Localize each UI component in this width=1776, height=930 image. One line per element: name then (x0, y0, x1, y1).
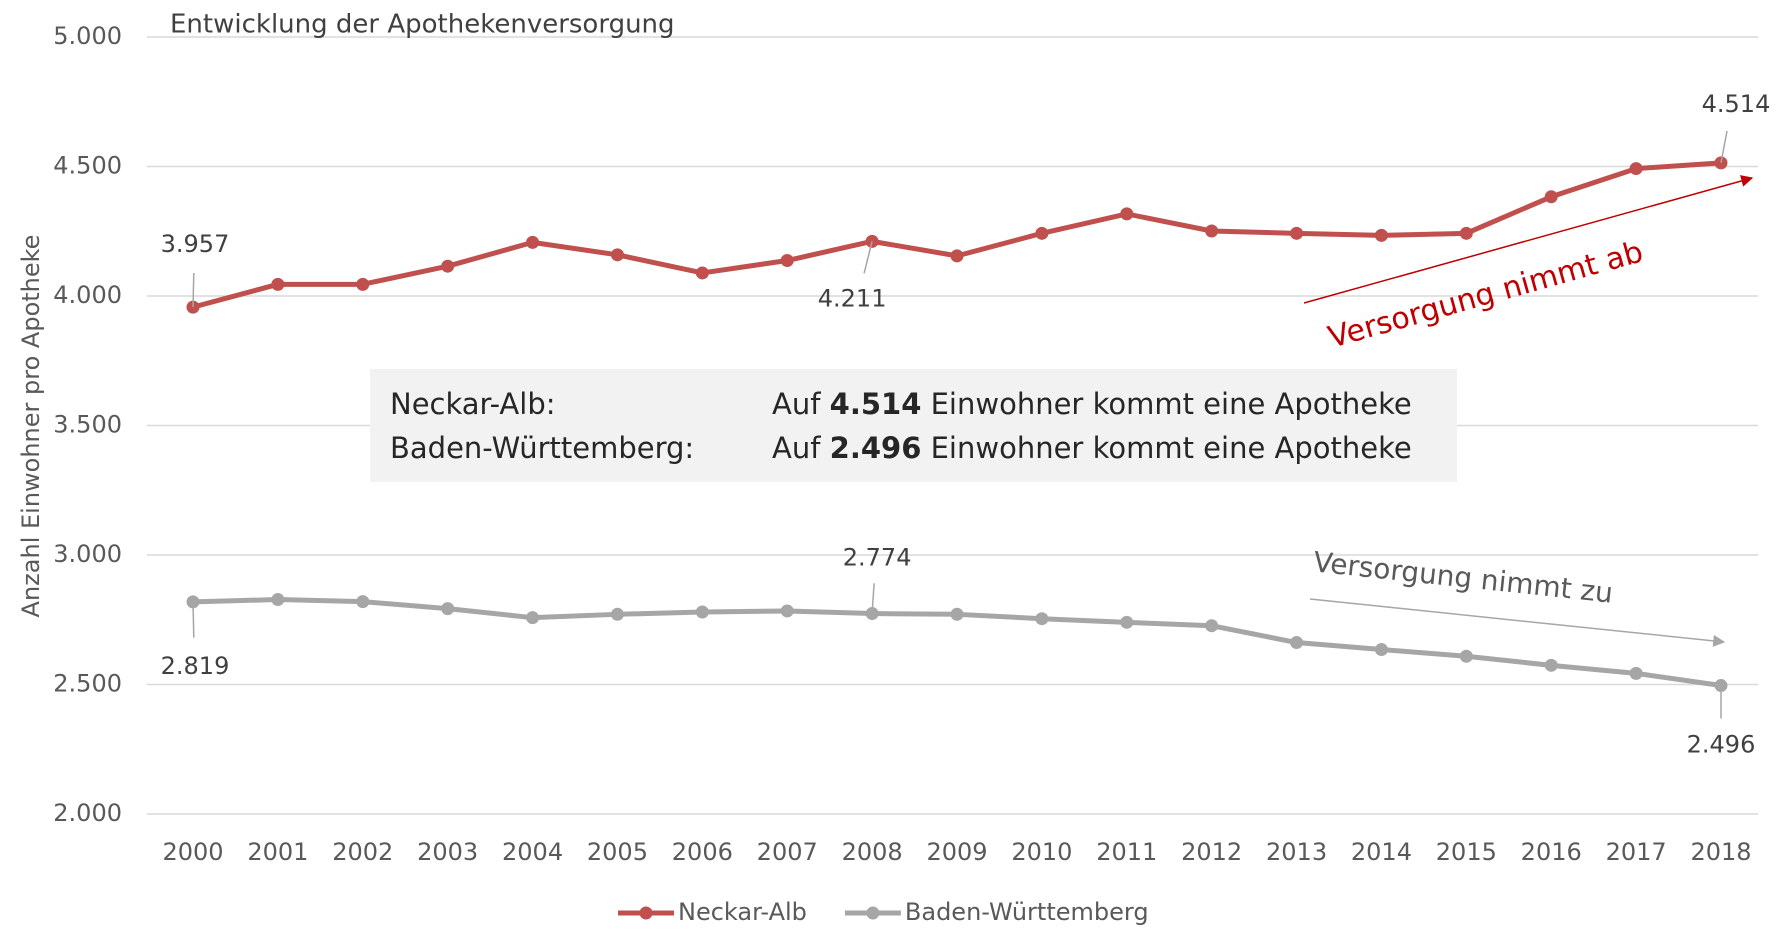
x-tick-label: 2018 (1690, 838, 1751, 866)
leader-line (192, 601, 195, 638)
trend-arrow (1309, 598, 1726, 647)
data-point (695, 605, 709, 619)
x-tick-label: 2000 (162, 838, 223, 866)
y-tick-label: 3.500 (53, 411, 122, 439)
data-point (1374, 643, 1388, 657)
x-tick-label: 2004 (502, 838, 563, 866)
value-label: 3.957 (161, 230, 230, 258)
data-point (780, 604, 794, 618)
info-prefix: Auf (772, 431, 821, 465)
data-point (1120, 615, 1134, 629)
x-tick-label: 2008 (842, 838, 903, 866)
data-point (950, 249, 964, 263)
legend-label: Neckar-Alb (678, 898, 807, 926)
data-point (1544, 658, 1558, 672)
value-label: 4.211 (818, 284, 887, 312)
leader-line (863, 241, 873, 274)
y-tick-label: 5.000 (53, 22, 122, 50)
data-point (1290, 636, 1304, 650)
data-point (695, 266, 709, 280)
data-point (356, 277, 370, 291)
legend-marker (866, 906, 880, 920)
x-tick-label: 2013 (1266, 838, 1327, 866)
x-tick-label: 2006 (672, 838, 733, 866)
value-label: 4.514 (1702, 90, 1771, 118)
info-box (370, 369, 1457, 482)
x-tick-label: 2011 (1096, 838, 1157, 866)
value-label: 2.819 (161, 652, 230, 680)
data-point (1035, 226, 1049, 240)
info-label: Neckar-Alb: (390, 387, 556, 421)
data-point (1205, 224, 1219, 238)
x-tick-label: 2002 (332, 838, 393, 866)
data-point (610, 248, 624, 262)
legend-label: Baden-Württemberg (905, 898, 1149, 926)
info-value: 4.514 (830, 387, 922, 421)
x-tick-label: 2016 (1521, 838, 1582, 866)
data-point (1035, 612, 1049, 626)
data-point (1374, 228, 1388, 242)
value-label: 2.774 (843, 544, 912, 572)
x-tick-label: 2012 (1181, 838, 1242, 866)
x-tick-label: 2014 (1351, 838, 1412, 866)
y-axis-label: Anzahl Einwohner pro Apotheke (17, 235, 45, 618)
data-point (1544, 190, 1558, 204)
data-point (1459, 649, 1473, 663)
value-label: 2.496 (1687, 731, 1756, 759)
data-point (1459, 226, 1473, 240)
trend-arrow (1303, 175, 1754, 304)
info-suffix: Einwohner kommt eine Apotheke (931, 387, 1412, 421)
data-point (441, 259, 455, 273)
x-tick-label: 2017 (1606, 838, 1667, 866)
y-tick-label: 2.500 (53, 670, 122, 698)
x-tick-label: 2005 (587, 838, 648, 866)
leader-line (1720, 130, 1728, 164)
x-tick-label: 2009 (926, 838, 987, 866)
leader-line (192, 273, 195, 308)
data-point (780, 254, 794, 268)
info-label: Baden-Württemberg: (390, 431, 694, 465)
x-tick-label: 2007 (757, 838, 818, 866)
data-point (1205, 619, 1219, 633)
info-text: Auf 2.496 Einwohner kommt eine Apotheke (772, 431, 1412, 465)
data-point (950, 607, 964, 621)
data-point (1120, 207, 1134, 221)
data-point (1629, 666, 1643, 680)
info-value: 2.496 (830, 431, 922, 465)
info-text: Auf 4.514 Einwohner kommt eine Apotheke (772, 387, 1412, 421)
x-tick-label: 2010 (1011, 838, 1072, 866)
info-prefix: Auf (772, 387, 821, 421)
x-tick-label: 2001 (247, 838, 308, 866)
y-tick-label: 4.500 (53, 152, 122, 180)
leader-line (871, 583, 875, 614)
data-point (356, 595, 370, 609)
data-point (271, 277, 285, 291)
chart-title: Entwicklung der Apothekenversorgung (170, 10, 675, 40)
x-tick-label: 2015 (1436, 838, 1497, 866)
data-point (526, 611, 540, 625)
data-point (271, 593, 285, 607)
data-point (441, 602, 455, 616)
x-tick-label: 2003 (417, 838, 478, 866)
data-point (1290, 226, 1304, 240)
info-suffix: Einwohner kommt eine Apotheke (931, 431, 1412, 465)
legend-marker (639, 906, 653, 920)
data-point (1629, 162, 1643, 176)
y-tick-label: 4.000 (53, 281, 122, 309)
data-point (610, 607, 624, 621)
y-tick-label: 3.000 (53, 540, 122, 568)
y-tick-label: 2.000 (53, 799, 122, 827)
data-point (526, 235, 540, 249)
